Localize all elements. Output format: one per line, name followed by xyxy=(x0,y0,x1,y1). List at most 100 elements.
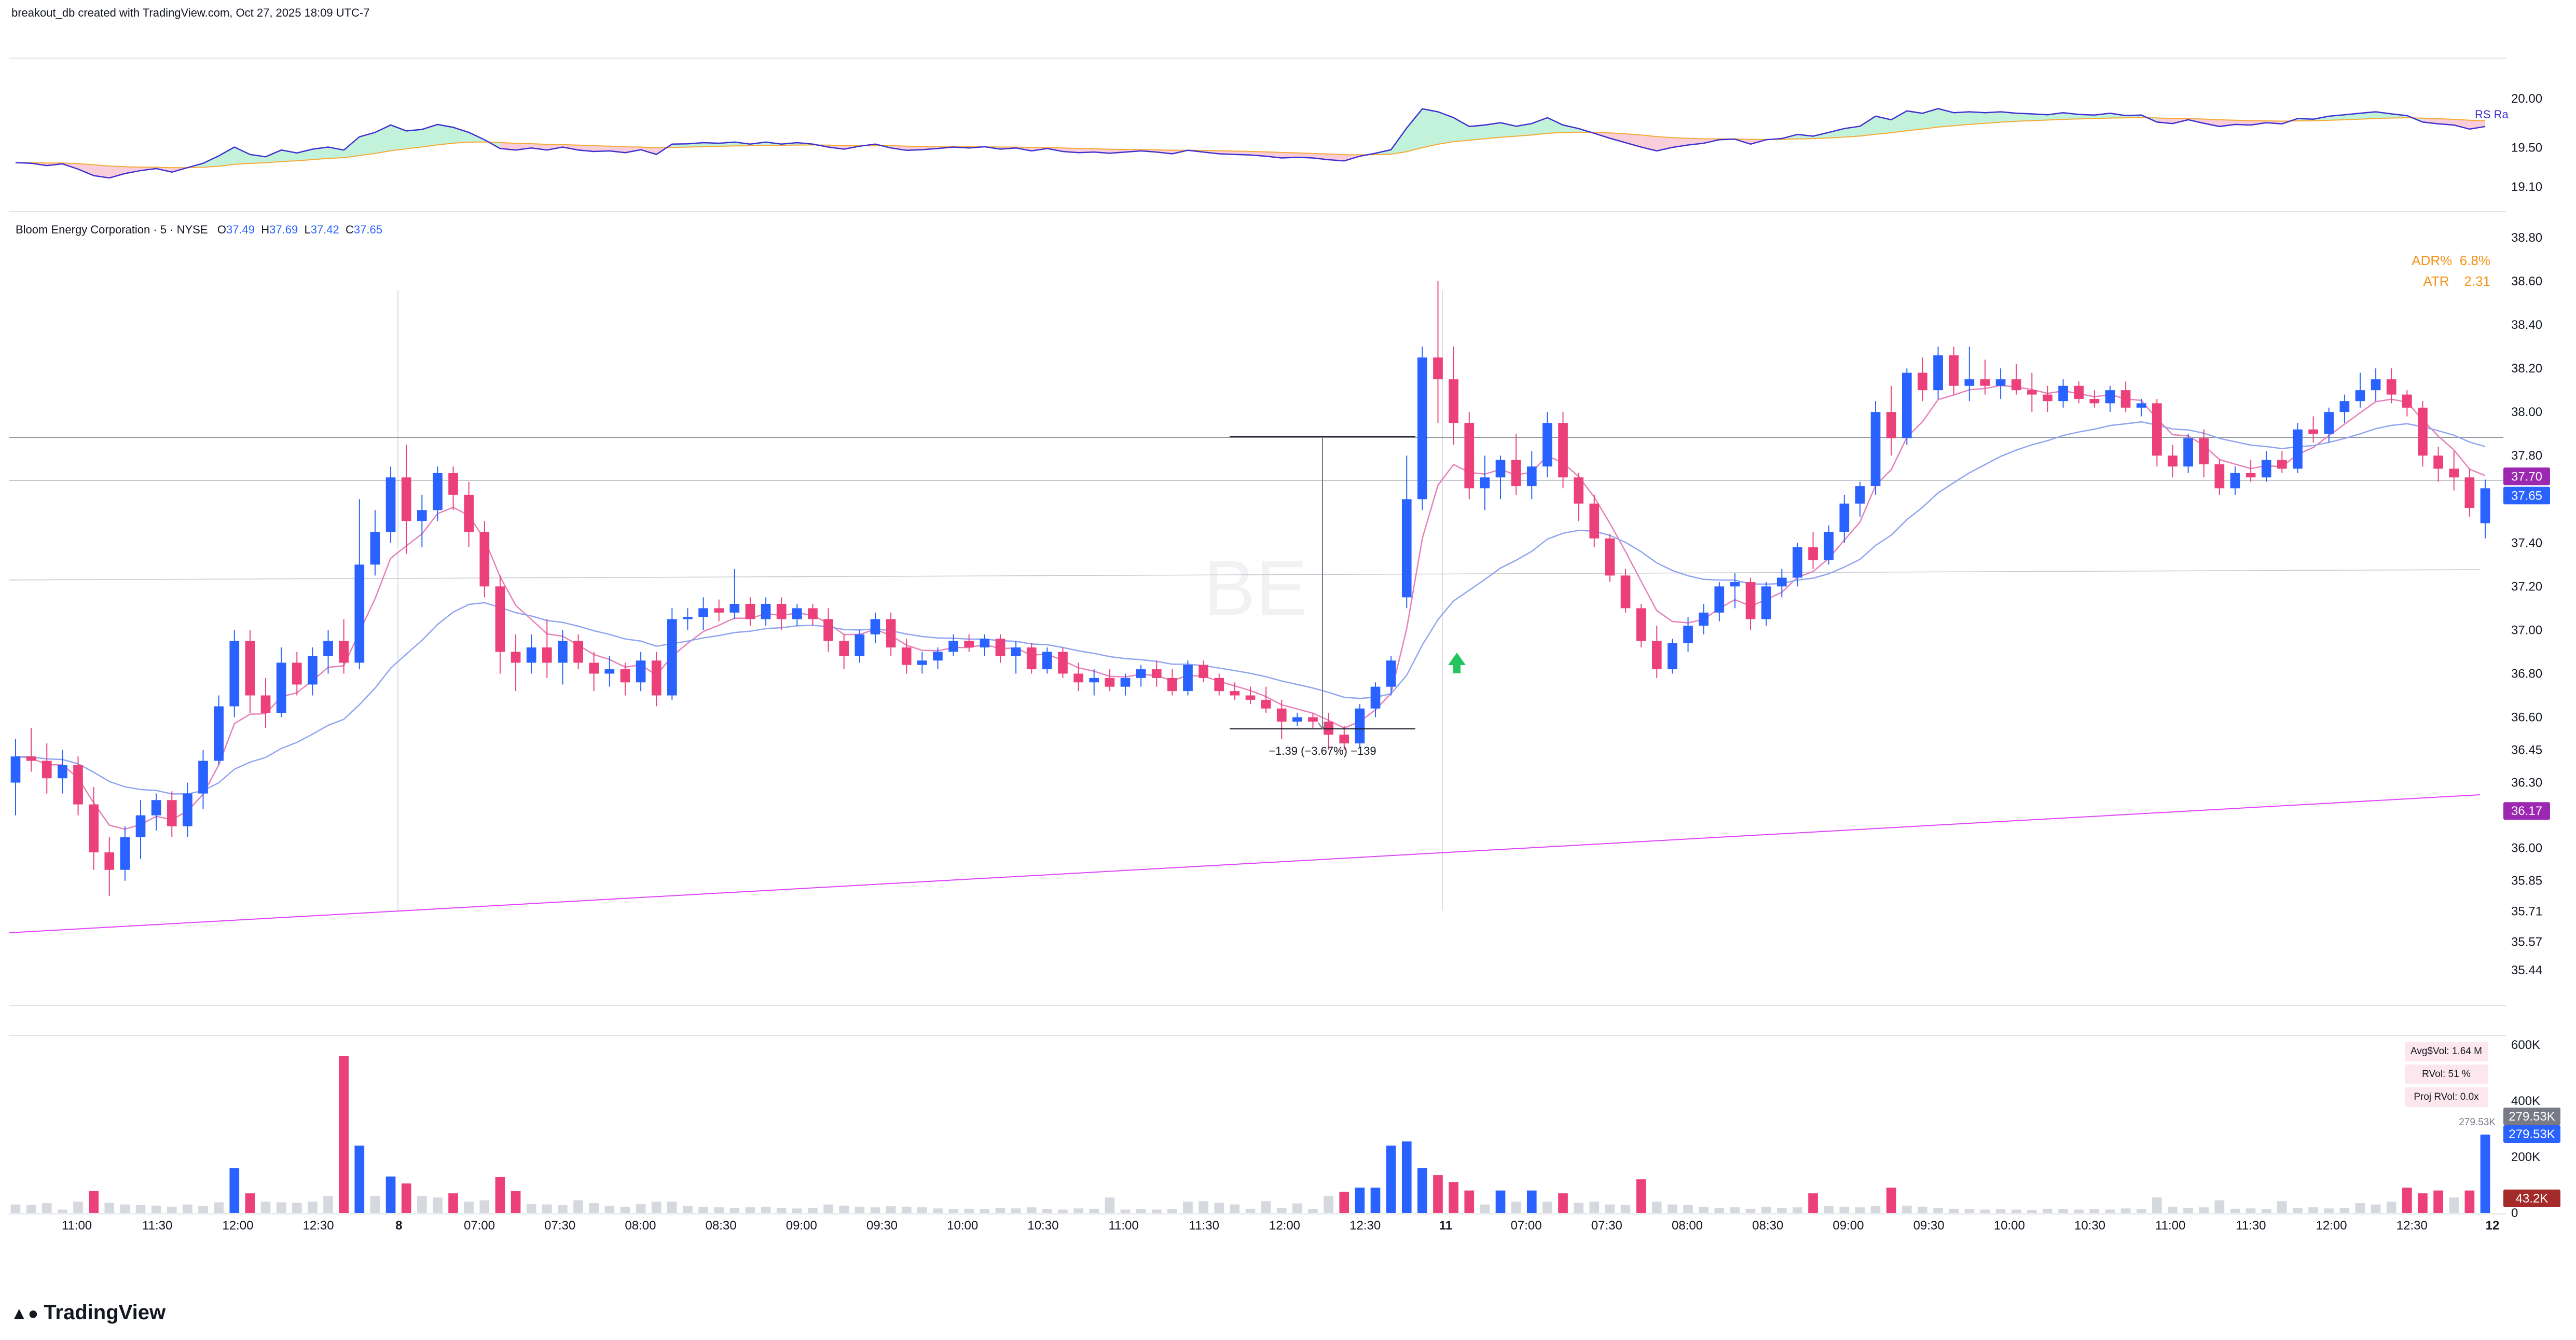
candle[interactable] xyxy=(995,634,1005,663)
candle[interactable] xyxy=(1761,582,1771,626)
volume-bar[interactable] xyxy=(1511,1201,1521,1213)
volume-bar[interactable] xyxy=(1636,1179,1646,1213)
volume-bar[interactable] xyxy=(1933,1208,1943,1213)
volume-bar[interactable] xyxy=(1870,1206,1881,1213)
candle[interactable] xyxy=(1261,686,1271,713)
volume-bar[interactable] xyxy=(10,1204,21,1213)
candle[interactable] xyxy=(1636,604,1646,648)
volume-bar[interactable] xyxy=(58,1209,67,1213)
candle[interactable] xyxy=(120,826,130,881)
volume-bar[interactable] xyxy=(1620,1205,1631,1213)
volume-bar[interactable] xyxy=(1167,1209,1177,1213)
volume-bar[interactable] xyxy=(745,1207,755,1213)
volume-bar[interactable] xyxy=(1324,1196,1333,1213)
candle[interactable] xyxy=(901,639,912,674)
volume-bar[interactable] xyxy=(2246,1208,2256,1213)
volume-bar[interactable] xyxy=(995,1208,1005,1213)
volume-bar[interactable] xyxy=(589,1203,599,1213)
volume-bar[interactable] xyxy=(683,1206,693,1213)
volume-bar[interactable] xyxy=(104,1203,115,1213)
volume-bar[interactable] xyxy=(1433,1175,1443,1213)
volume-bar[interactable] xyxy=(604,1206,615,1213)
candle[interactable] xyxy=(308,647,318,696)
candle[interactable] xyxy=(1151,660,1162,687)
volume-bar[interactable] xyxy=(1261,1201,1271,1213)
candle[interactable] xyxy=(26,728,36,772)
candle[interactable] xyxy=(1230,682,1240,700)
volume-bar[interactable] xyxy=(2043,1208,2052,1213)
candle[interactable] xyxy=(1995,368,2006,399)
candle[interactable] xyxy=(214,695,224,765)
candle[interactable] xyxy=(886,612,896,656)
volume-bar[interactable] xyxy=(2433,1190,2443,1213)
volume-bar[interactable] xyxy=(776,1208,787,1213)
candle[interactable] xyxy=(1558,412,1568,489)
volume-bar[interactable] xyxy=(2058,1209,2068,1213)
volume-bar[interactable] xyxy=(245,1193,255,1213)
candle[interactable] xyxy=(2011,364,2021,395)
volume-bar[interactable] xyxy=(1918,1207,1927,1213)
candle[interactable] xyxy=(183,782,192,837)
volume-bar[interactable] xyxy=(823,1204,833,1213)
candle[interactable] xyxy=(2464,468,2475,517)
candle[interactable] xyxy=(2339,394,2350,423)
candle[interactable] xyxy=(1855,481,1865,517)
candle[interactable] xyxy=(167,791,177,837)
candle[interactable] xyxy=(1495,455,1506,500)
candle[interactable] xyxy=(1214,673,1224,696)
volume-bar[interactable] xyxy=(729,1208,740,1213)
candle[interactable] xyxy=(1839,494,1850,543)
candle[interactable] xyxy=(2293,423,2303,473)
volume-bar[interactable] xyxy=(135,1205,146,1213)
volume-bar[interactable] xyxy=(1105,1197,1115,1213)
volume-bar[interactable] xyxy=(183,1204,192,1213)
symbol-legend[interactable]: Bloom Energy Corporation · 5 · NYSE O37.… xyxy=(16,223,382,237)
candle[interactable] xyxy=(604,656,615,687)
candle[interactable] xyxy=(1324,713,1333,750)
volume-bar[interactable] xyxy=(2355,1203,2365,1213)
volume-bar[interactable] xyxy=(1824,1206,1834,1213)
candle[interactable] xyxy=(1464,412,1475,500)
candle[interactable] xyxy=(229,630,240,717)
candle[interactable] xyxy=(2433,447,2443,482)
volume-bar[interactable] xyxy=(792,1208,802,1213)
candle[interactable] xyxy=(10,739,21,816)
candle[interactable] xyxy=(2027,372,2037,412)
volume-bar[interactable] xyxy=(2402,1187,2412,1213)
candle[interactable] xyxy=(1073,662,1083,692)
candle[interactable] xyxy=(651,652,662,707)
volume-bar[interactable] xyxy=(573,1200,583,1213)
volume-bar[interactable] xyxy=(1714,1208,1725,1213)
candle[interactable] xyxy=(323,630,333,674)
volume-bar[interactable] xyxy=(26,1205,36,1213)
candle[interactable] xyxy=(526,634,536,674)
volume-bar[interactable] xyxy=(276,1202,286,1213)
candle[interactable] xyxy=(839,634,849,670)
candle[interactable] xyxy=(1605,534,1615,582)
candle[interactable] xyxy=(1245,686,1256,704)
candle[interactable] xyxy=(1886,385,1896,456)
volume-bar[interactable] xyxy=(385,1176,396,1213)
candle[interactable] xyxy=(542,619,552,678)
candle[interactable] xyxy=(2105,385,2115,412)
candle[interactable] xyxy=(1105,669,1115,692)
volume-bar[interactable] xyxy=(2386,1201,2396,1213)
candle[interactable] xyxy=(2402,390,2412,417)
candle[interactable] xyxy=(1183,660,1193,696)
candle[interactable] xyxy=(2246,460,2256,482)
candle[interactable] xyxy=(1120,673,1131,696)
candle[interactable] xyxy=(2261,451,2271,482)
candle[interactable] xyxy=(401,445,411,554)
volume-bar[interactable] xyxy=(1073,1208,1083,1213)
candle[interactable] xyxy=(1386,656,1396,696)
volume-bar[interactable] xyxy=(1449,1182,1458,1213)
volume-bar[interactable] xyxy=(2168,1207,2178,1213)
candle[interactable] xyxy=(2480,479,2490,538)
volume-bar[interactable] xyxy=(292,1203,302,1213)
volume-bar[interactable] xyxy=(1339,1192,1349,1213)
volume-bar[interactable] xyxy=(917,1207,927,1213)
volume-bar[interactable] xyxy=(1401,1141,1412,1213)
candle[interactable] xyxy=(1714,582,1725,621)
candle[interactable] xyxy=(1824,525,1834,565)
